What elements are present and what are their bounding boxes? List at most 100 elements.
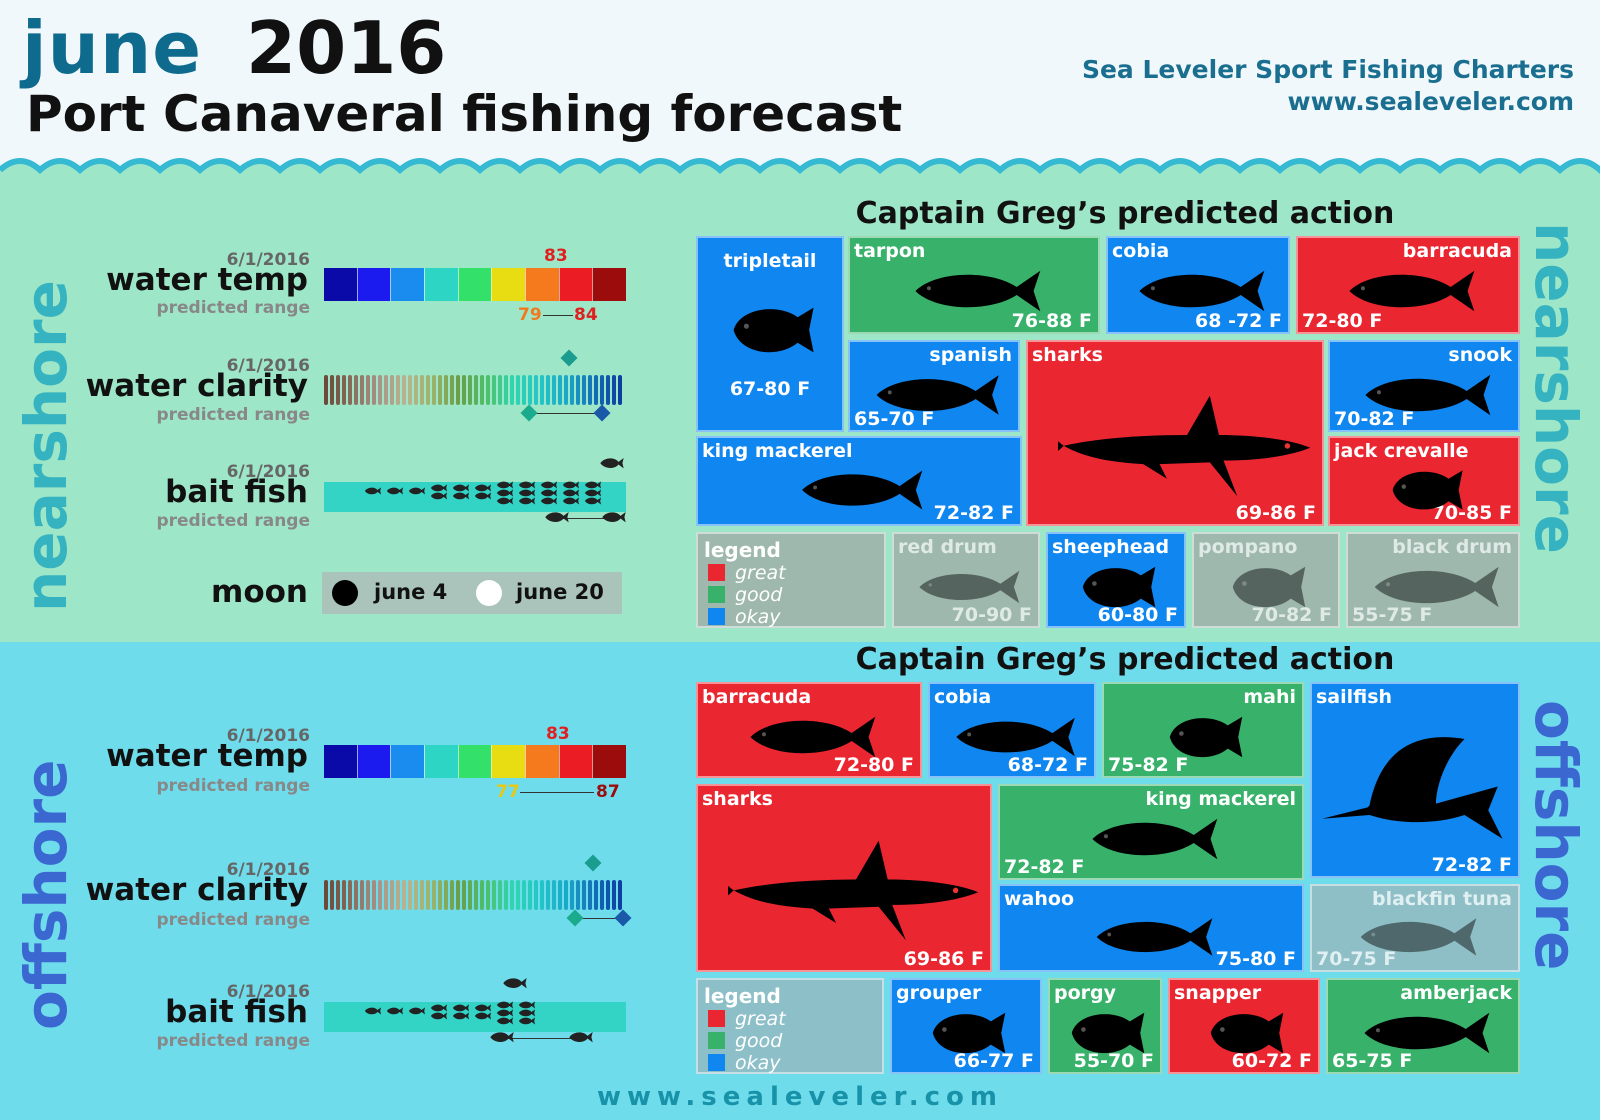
- fish-name: jack crevalle: [1334, 440, 1469, 462]
- temp-scale-segment: [491, 745, 526, 778]
- grouper-icon: [927, 1004, 1008, 1062]
- off-clarity-scale: [324, 880, 626, 910]
- clarity-scale-tick: [390, 375, 394, 405]
- fish-range: 69-86 F: [903, 948, 984, 970]
- sheephead-icon: [1077, 558, 1158, 616]
- clarity-scale-tick: [408, 880, 412, 910]
- clarity-scale-tick: [432, 880, 436, 910]
- legend-swatch-good: [708, 1032, 725, 1049]
- fish-tile-snapper: snapper 60-72 F: [1168, 978, 1320, 1074]
- clarity-scale-tick: [588, 880, 592, 910]
- near-temp-date: 6/1/2016: [226, 250, 310, 270]
- fish-name: king mackerel: [702, 440, 853, 462]
- fish-range: 55-70 F: [1073, 1050, 1154, 1072]
- company-website[interactable]: www.sealeveler.com: [1287, 87, 1575, 116]
- legend-item-great: great: [708, 562, 786, 584]
- fish-name: porgy: [1054, 982, 1117, 1004]
- near-bait-label: bait fish: [165, 474, 308, 510]
- fish-name: red drum: [898, 536, 997, 558]
- clarity-scale-tick: [342, 880, 346, 910]
- clarity-scale-tick: [618, 880, 622, 910]
- clarity-scale-tick: [444, 375, 448, 405]
- fish-tile-king-mackerel: king mackerel 72-82 F: [998, 784, 1304, 880]
- temp-scale-segment: [390, 745, 425, 778]
- clarity-scale-tick: [516, 375, 520, 405]
- clarity-scale-tick: [516, 880, 520, 910]
- off-temp-high: 87: [596, 782, 620, 802]
- off-temp-low: 77: [496, 782, 520, 802]
- fish-range: 69-86 F: [1235, 502, 1316, 524]
- clarity-scale-tick: [534, 375, 538, 405]
- fish-range: 60-72 F: [1231, 1050, 1312, 1072]
- legend-swatch-great: [708, 1010, 725, 1027]
- bait-current-marker-icon: [502, 976, 528, 990]
- clarity-scale-tick: [384, 880, 388, 910]
- fish-range: 55-75 F: [1352, 604, 1433, 626]
- near-temp-scale: [324, 268, 627, 301]
- clarity-scale-tick: [504, 375, 508, 405]
- bait-range-high-icon: [568, 1030, 594, 1044]
- fish-name: snook: [1448, 344, 1512, 366]
- clarity-scale-tick: [540, 880, 544, 910]
- fish-tile-mahi: mahi 75-82 F: [1102, 682, 1304, 778]
- off-temp-sublabel: predicted range: [156, 776, 310, 796]
- fish-tile-black-drum: black drum 55-75 F: [1346, 532, 1520, 628]
- clarity-scale-tick: [576, 375, 580, 405]
- bait-range-low-icon: [489, 1030, 515, 1044]
- clarity-scale-tick: [336, 375, 340, 405]
- fish-tile-wahoo: wahoo 75-80 F: [998, 884, 1304, 972]
- clarity-scale-tick: [432, 375, 436, 405]
- fish-name: spanish: [929, 344, 1012, 366]
- legend-swatch-great: [708, 564, 725, 581]
- clarity-scale-tick: [480, 375, 484, 405]
- fish-tile-amberjack: amberjack 65-75 F: [1326, 978, 1520, 1074]
- fish-name: pompano: [1198, 536, 1298, 558]
- near-temp-label: water temp: [106, 262, 308, 298]
- footer-website[interactable]: www.sealeveler.com: [597, 1082, 1003, 1112]
- clarity-scale-tick: [426, 880, 430, 910]
- pompano-icon: [1227, 558, 1308, 616]
- fish-range: 65-75 F: [1332, 1050, 1413, 1072]
- clarity-scale-tick: [408, 375, 412, 405]
- off-bait-label: bait fish: [165, 994, 308, 1030]
- off-bait-sublabel: predicted range: [156, 1031, 310, 1051]
- fish-name: wahoo: [1004, 888, 1075, 910]
- near-temp-range-line: [543, 315, 573, 316]
- fish-name: sheephead: [1052, 536, 1170, 558]
- nearshore-vertical-label-right: nearshore: [1522, 222, 1590, 554]
- clarity-scale-tick: [600, 880, 604, 910]
- clarity-scale-tick: [420, 880, 424, 910]
- clarity-scale-tick: [498, 375, 502, 405]
- off-temp-date: 6/1/2016: [226, 726, 310, 746]
- clarity-range-line: [529, 413, 602, 414]
- legend-label-okay: okay: [735, 606, 781, 628]
- near-clarity-sublabel: predicted range: [156, 405, 310, 425]
- page-title: Port Canaveral fishing forecast: [26, 85, 903, 143]
- near-bait-markers: [324, 456, 626, 536]
- off-bait-date: 6/1/2016: [226, 982, 310, 1002]
- off-temp-scale: [324, 745, 627, 778]
- fish-range: 75-82 F: [1108, 754, 1189, 776]
- fish-name: sailfish: [1316, 686, 1393, 708]
- clarity-scale-tick: [522, 375, 526, 405]
- clarity-scale-tick: [366, 375, 370, 405]
- clarity-scale-tick: [570, 375, 574, 405]
- clarity-scale-tick: [348, 880, 352, 910]
- clarity-scale-tick: [456, 880, 460, 910]
- clarity-scale-tick: [384, 375, 388, 405]
- fish-tile-barracuda: barracuda 72-80 F: [696, 682, 922, 778]
- fish-name: snapper: [1174, 982, 1262, 1004]
- clarity-scale-tick: [558, 880, 562, 910]
- clarity-scale-tick: [594, 375, 598, 405]
- near-clarity-markers: [324, 349, 626, 432]
- legend-item-great: great: [708, 1008, 786, 1030]
- temp-scale-segment: [356, 745, 391, 778]
- tripletail-icon: [727, 298, 817, 362]
- clarity-scale-tick: [450, 880, 454, 910]
- clarity-scale-tick: [558, 375, 562, 405]
- legend-item-okay: okay: [708, 1052, 781, 1074]
- cobia-icon: [1130, 264, 1270, 318]
- fish-name: sharks: [702, 788, 773, 810]
- near-temp-low: 79: [518, 305, 542, 325]
- clarity-scale-tick: [582, 375, 586, 405]
